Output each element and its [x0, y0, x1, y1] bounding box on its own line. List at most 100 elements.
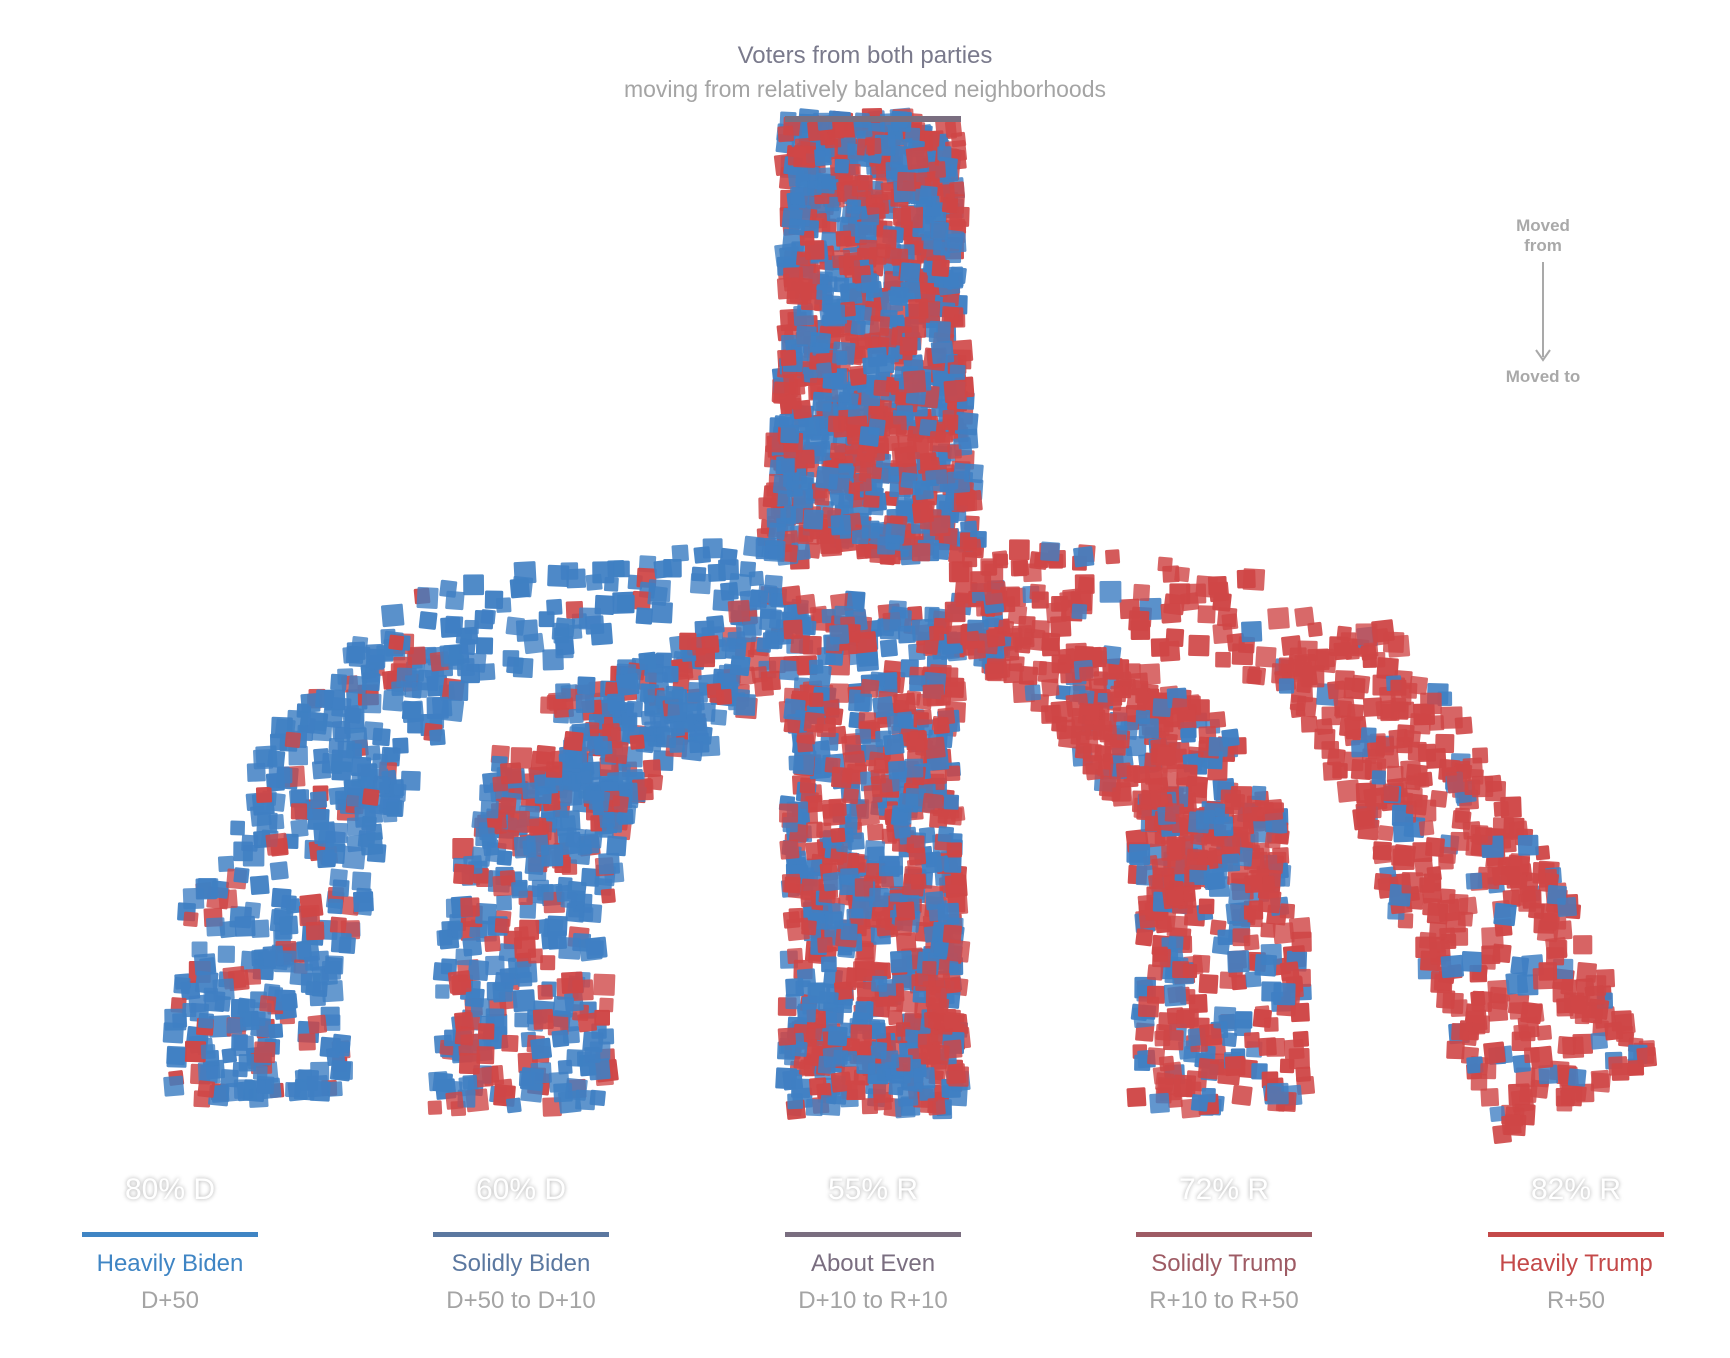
voter-dot-heavily-trump [1529, 1045, 1554, 1070]
voter-dot-solidly-biden [440, 958, 458, 975]
voter-dot-about-even [883, 733, 905, 756]
voter-dot-solidly-biden [684, 691, 705, 712]
legend-moved-to: Moved to [1505, 367, 1581, 386]
stem-voter-dot [865, 197, 884, 216]
voter-dot-about-even [802, 635, 822, 655]
voter-dot-solidly-biden [589, 736, 608, 755]
voter-dot-solidly-biden [545, 761, 563, 778]
voter-dot-heavily-trump [1422, 897, 1441, 916]
voter-dot-heavily-biden [616, 594, 635, 613]
voter-dot-solidly-trump [1150, 789, 1169, 808]
category-share-solidly-biden: 60% D [475, 1173, 567, 1206]
voter-dot-solidly-biden [655, 727, 677, 749]
voter-dot-about-even [808, 664, 832, 688]
stem-voter-dot [889, 286, 909, 306]
stem-voter-dot [884, 247, 902, 265]
voter-dot-solidly-trump [1002, 663, 1023, 684]
stem-voter-dot [795, 449, 815, 469]
voter-dot-heavily-trump [1356, 810, 1373, 828]
voter-dot-solidly-trump [1071, 707, 1094, 731]
voter-dot-solidly-trump [1244, 1032, 1260, 1048]
voter-dot-heavily-biden [345, 707, 362, 724]
voter-dot-solidly-biden [537, 984, 553, 1000]
stem-voter-dot [779, 246, 801, 268]
voter-dot-heavily-biden [329, 1059, 352, 1082]
voter-dot-solidly-biden [585, 936, 608, 960]
voter-dot-heavily-trump [1012, 559, 1030, 577]
voter-dot-heavily-trump [1392, 848, 1415, 871]
voter-dot-heavily-trump [1611, 1063, 1630, 1081]
voter-dot-heavily-biden [324, 842, 346, 864]
stem-voter-dot [905, 146, 929, 170]
voter-dot-heavily-biden [319, 1036, 341, 1058]
voter-dot-heavily-biden [255, 786, 273, 803]
voter-dot-heavily-biden [300, 692, 321, 713]
stem-voter-dot [854, 221, 877, 244]
voter-dot-about-even [866, 823, 885, 841]
voter-dot-about-even [943, 1013, 959, 1030]
voter-dot-heavily-trump [1333, 641, 1352, 661]
voter-dot-solidly-trump [1176, 764, 1198, 786]
stem-voter-dot [928, 320, 951, 343]
stem-voter-dot [861, 274, 880, 294]
voter-dot-heavily-biden [197, 1080, 215, 1098]
voter-dot-solidly-biden [568, 708, 584, 724]
voter-dot-solidly-trump [1283, 1038, 1305, 1060]
voter-dot-solidly-trump [1032, 660, 1048, 676]
voter-dot-solidly-biden [485, 955, 505, 976]
voter-dot-heavily-biden [206, 917, 226, 937]
voter-dot-heavily-trump [1074, 574, 1095, 595]
voter-dot-solidly-trump [1235, 1011, 1253, 1029]
voter-dot-heavily-biden [671, 544, 689, 562]
voter-dot-heavily-biden [368, 654, 385, 671]
voter-dot-solidly-biden [452, 837, 474, 860]
voter-dot-heavily-trump [1119, 598, 1141, 620]
voter-dot-heavily-biden [251, 1011, 266, 1027]
voter-dot-solidly-biden [436, 929, 453, 946]
voter-dot-heavily-biden [342, 845, 366, 870]
voter-dot-heavily-trump [1008, 539, 1030, 561]
voter-dot-solidly-trump [1139, 663, 1161, 685]
stem-voter-dot [776, 456, 795, 476]
voter-dot-about-even [820, 1094, 841, 1116]
voter-dot-heavily-biden [267, 750, 286, 769]
voter-dot-heavily-biden [407, 646, 426, 666]
voter-dot-heavily-trump [1420, 692, 1442, 715]
voter-dot-solidly-trump [1083, 743, 1102, 763]
voter-dot-heavily-biden [439, 579, 458, 598]
voter-dot-about-even [888, 760, 908, 780]
voter-dot-heavily-trump [1462, 1030, 1478, 1047]
voter-dot-solidly-biden [435, 984, 450, 999]
voter-dot-solidly-trump [1171, 697, 1189, 715]
stem-voter-dot [914, 480, 934, 501]
voter-dot-heavily-biden [271, 887, 292, 909]
voter-dot-solidly-trump [1155, 916, 1173, 934]
voter-dot-heavily-trump [1031, 591, 1049, 609]
voter-dot-heavily-biden [400, 770, 421, 791]
voter-dot-solidly-trump [1129, 844, 1151, 866]
voter-dot-heavily-trump [970, 571, 992, 593]
stem-voter-dot [949, 181, 965, 197]
voter-dot-solidly-trump [961, 630, 981, 650]
voter-dot-solidly-biden [494, 918, 510, 934]
voter-dot-heavily-trump [1255, 646, 1277, 668]
voter-dot-solidly-biden [640, 710, 656, 726]
voter-dot-heavily-biden [305, 980, 321, 997]
category-name-heavily-biden: Heavily Biden [96, 1250, 244, 1277]
voter-dot-heavily-biden [217, 855, 235, 873]
stem-voter-dot [903, 370, 927, 394]
stem-voter-dot [931, 258, 950, 278]
voter-dot-solidly-trump [1231, 974, 1248, 991]
voter-dot-solidly-trump [1024, 684, 1042, 701]
voter-dot-heavily-biden [361, 693, 382, 714]
stem-voter-dot [867, 347, 888, 368]
voter-dot-solidly-biden [462, 936, 483, 957]
voter-dot-heavily-biden [330, 673, 348, 691]
voter-dot-heavily-trump [1278, 657, 1294, 673]
voter-dot-heavily-trump [1362, 653, 1377, 669]
voter-dot-solidly-trump [1206, 872, 1225, 891]
stem-voter-dot [929, 515, 951, 537]
voter-dot-heavily-biden [217, 945, 235, 963]
stem-voter-dot [803, 509, 824, 530]
voter-dot-heavily-biden [198, 1012, 214, 1029]
